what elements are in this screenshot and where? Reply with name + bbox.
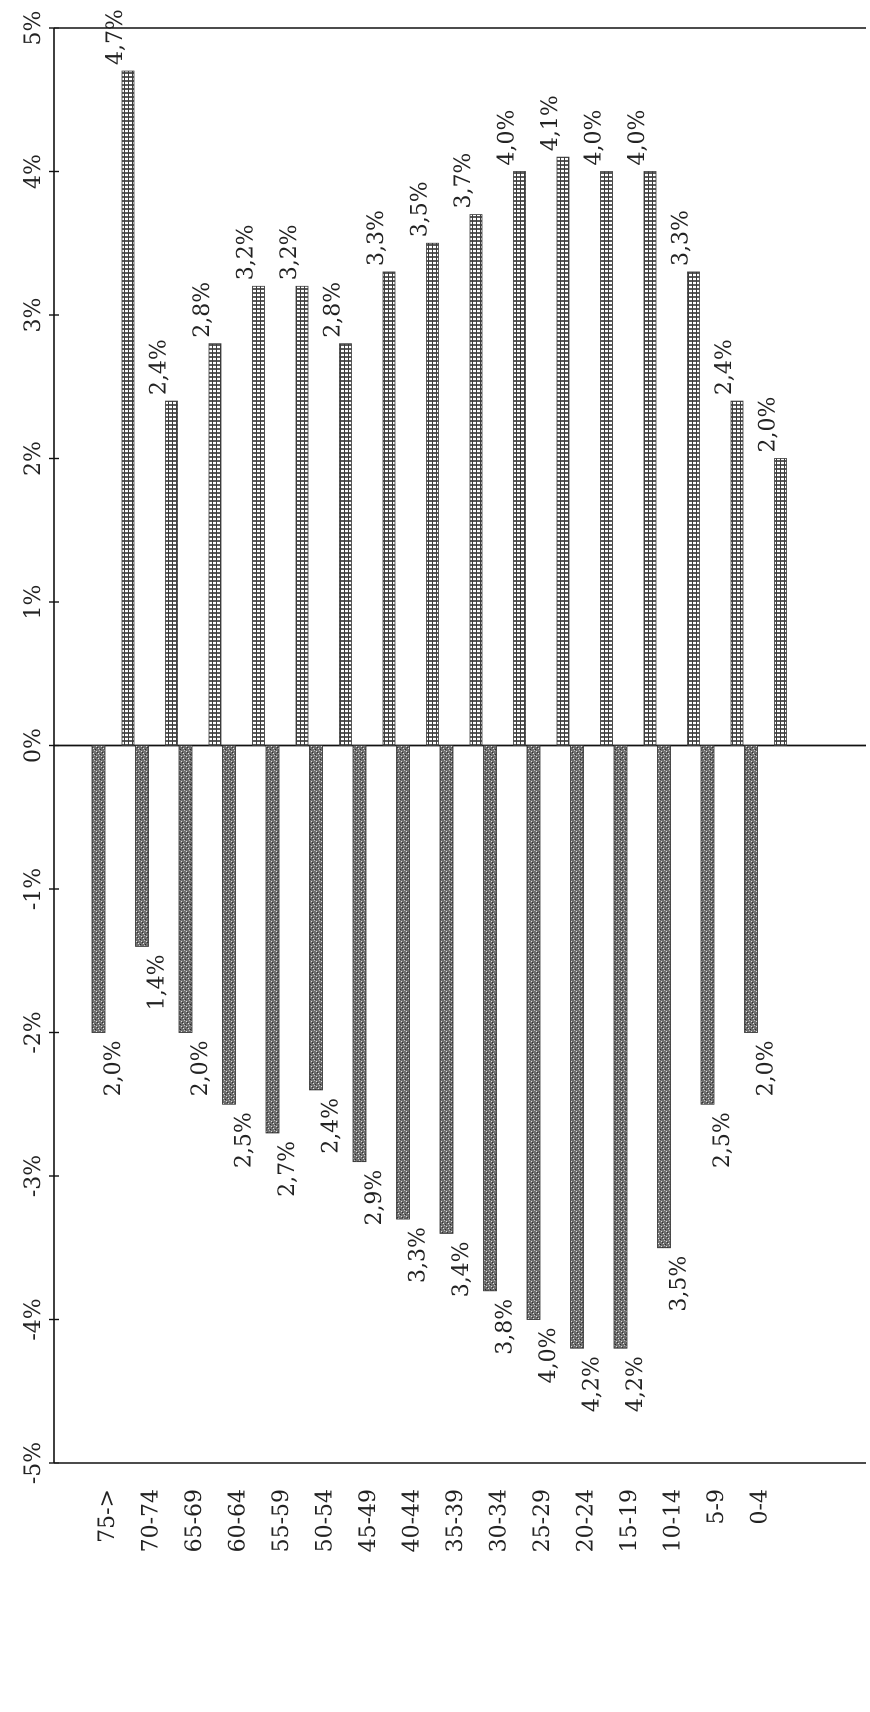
bar-negative bbox=[701, 746, 714, 1105]
bar-negative-label: 4,2% bbox=[580, 1356, 605, 1412]
value-axis-tick-label: -3% bbox=[21, 1155, 46, 1197]
bar-negative-label: 3,5% bbox=[667, 1256, 692, 1312]
bar-positive bbox=[470, 215, 482, 746]
value-axis-tick-label: 2% bbox=[21, 441, 46, 476]
category-label: 40-44 bbox=[400, 1489, 425, 1552]
bar-negative-label: 2,0% bbox=[101, 1041, 126, 1097]
bar-positive-label: 4,1% bbox=[538, 95, 563, 151]
bar-negative-label: 4,2% bbox=[623, 1356, 648, 1412]
bars: 4,7% 2,0% 2,4% 1,4% 2,8% 2,0% 3,2% 2,5% 3,2% 2,7%… bbox=[92, 9, 787, 1412]
bar-negative-label: 2,4% bbox=[319, 1098, 344, 1154]
bar-negative-label: 3,8% bbox=[493, 1299, 518, 1355]
bar-negative bbox=[745, 746, 758, 1033]
bar-negative-label: 2,0% bbox=[754, 1041, 779, 1097]
bar-negative bbox=[571, 746, 584, 1349]
bar-positive bbox=[166, 401, 178, 745]
value-axis-tick-label: -2% bbox=[21, 1011, 46, 1053]
bar-positive-label: 4,0% bbox=[625, 110, 650, 166]
category-label: 30-34 bbox=[487, 1489, 512, 1552]
bar-negative-label: 3,4% bbox=[449, 1241, 474, 1297]
bar-negative bbox=[440, 746, 453, 1234]
bar-positive bbox=[688, 272, 700, 746]
bar-positive-label: 3,5% bbox=[408, 181, 433, 237]
bar-positive-label: 2,8% bbox=[321, 282, 346, 338]
category-label: 65-69 bbox=[182, 1489, 207, 1552]
category-label: 15-19 bbox=[617, 1489, 642, 1552]
category-label: 45-49 bbox=[356, 1489, 381, 1552]
bar-negative bbox=[353, 746, 366, 1162]
bar-negative bbox=[92, 746, 105, 1033]
bar-negative-label: 2,5% bbox=[710, 1112, 735, 1168]
category-label: 75-> bbox=[95, 1489, 120, 1543]
bar-positive bbox=[557, 157, 569, 745]
bar-positive-label: 2,0% bbox=[756, 397, 781, 453]
value-axis-tick-label: 3% bbox=[21, 298, 46, 333]
bar-positive-label: 3,3% bbox=[669, 210, 694, 266]
bar-negative-label: 1,4% bbox=[145, 954, 170, 1010]
bar-positive bbox=[253, 286, 265, 745]
bar-negative bbox=[614, 746, 627, 1349]
bar-negative bbox=[310, 746, 323, 1090]
category-labels: 75-> 70-74 65-69 60-64 55-59 50-54 45-49 40-44 3… bbox=[95, 1489, 773, 1552]
bar-positive-label: 3,2% bbox=[277, 224, 302, 280]
bar-positive-label: 2,8% bbox=[190, 282, 215, 338]
category-label: 0-4 bbox=[748, 1489, 773, 1524]
bar-negative bbox=[223, 746, 236, 1105]
bar-positive bbox=[209, 344, 221, 746]
value-axis-tick-label: 5% bbox=[21, 11, 46, 46]
value-axis-tick-label: 1% bbox=[21, 585, 46, 620]
bar-negative bbox=[484, 746, 497, 1291]
bar-negative bbox=[179, 746, 192, 1033]
bar-positive-label: 4,7% bbox=[103, 9, 128, 65]
bar-negative-label: 4,0% bbox=[536, 1328, 561, 1384]
bar-positive bbox=[340, 344, 352, 746]
bar-positive bbox=[122, 71, 134, 745]
bar-negative bbox=[658, 746, 671, 1248]
bar-positive bbox=[427, 243, 439, 745]
bar-positive bbox=[296, 286, 308, 745]
bar-negative-label: 2,0% bbox=[188, 1041, 213, 1097]
bar-positive-label: 2,4% bbox=[712, 339, 737, 395]
bar-positive-label: 4,0% bbox=[495, 110, 520, 166]
bar-positive-label: 3,7% bbox=[451, 153, 476, 209]
bar-negative bbox=[527, 746, 540, 1320]
bar-negative bbox=[266, 746, 279, 1133]
value-axis-tick-label: -4% bbox=[21, 1298, 46, 1340]
bar-positive bbox=[383, 272, 395, 746]
category-label: 60-64 bbox=[226, 1489, 251, 1552]
bar-positive bbox=[601, 172, 613, 746]
bar-negative bbox=[136, 746, 149, 947]
bar-positive-label: 3,2% bbox=[234, 224, 259, 280]
category-label: 55-59 bbox=[269, 1489, 294, 1552]
bar-negative-label: 3,3% bbox=[406, 1227, 431, 1283]
bar-positive-label: 3,3% bbox=[364, 210, 389, 266]
value-axis-tick-label: 0% bbox=[21, 728, 46, 763]
bar-negative-label: 2,9% bbox=[362, 1170, 387, 1226]
category-label: 10-14 bbox=[661, 1489, 686, 1552]
value-axis-tick-label: -1% bbox=[21, 868, 46, 910]
bar-positive bbox=[775, 459, 787, 746]
category-label: 20-24 bbox=[574, 1489, 599, 1552]
category-label: 50-54 bbox=[313, 1489, 338, 1552]
category-label: 35-39 bbox=[443, 1489, 468, 1552]
bar-negative-label: 2,7% bbox=[275, 1141, 300, 1197]
bar-positive bbox=[514, 172, 526, 746]
value-axis-tick-label: -5% bbox=[21, 1442, 46, 1484]
bar-negative-label: 2,5% bbox=[232, 1112, 257, 1168]
bar-negative bbox=[397, 746, 410, 1220]
bar-positive-label: 4,0% bbox=[582, 110, 607, 166]
category-label: 5-9 bbox=[704, 1489, 729, 1524]
category-label: 70-74 bbox=[139, 1489, 164, 1552]
category-label: 25-29 bbox=[530, 1489, 555, 1552]
bar-positive-label: 2,4% bbox=[147, 339, 172, 395]
value-axis-tick-label: 4% bbox=[21, 154, 46, 189]
bar-positive bbox=[644, 172, 656, 746]
bar-positive bbox=[731, 401, 743, 745]
